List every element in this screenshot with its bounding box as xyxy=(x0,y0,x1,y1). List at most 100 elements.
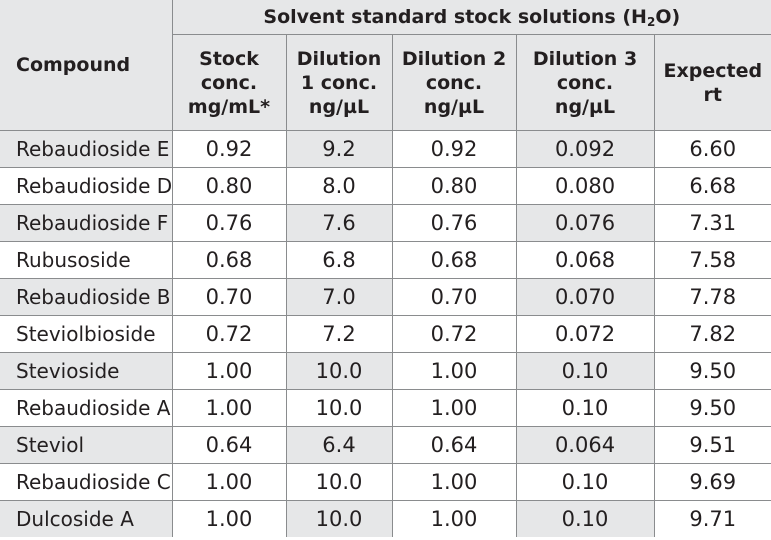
header-line: rt xyxy=(703,83,722,106)
dilution-3-cell: 0.068 xyxy=(515,241,655,279)
table-row: Rubusoside 0.68 6.8 0.68 0.068 7.58 xyxy=(0,241,771,279)
column-header-compound: Compound xyxy=(0,0,173,131)
expected-rt-cell: 9.50 xyxy=(653,352,771,390)
dilution-1-cell: 10.0 xyxy=(285,463,393,501)
stock-cell: 0.68 xyxy=(171,241,287,279)
table-row: Rebaudioside E 0.92 9.2 0.92 0.092 6.60 xyxy=(0,130,771,168)
dilution-1-cell: 6.8 xyxy=(285,241,393,279)
column-header-dilution-2: Dilution 2 conc. ng/µL xyxy=(391,34,517,131)
table-row: Rebaudioside C 1.00 10.0 1.00 0.10 9.69 xyxy=(0,463,771,501)
dilution-3-cell: 0.10 xyxy=(515,352,655,390)
compound-cell: Steviolbioside xyxy=(0,315,173,353)
table-row: Stevioside 1.00 10.0 1.00 0.10 9.50 xyxy=(0,352,771,390)
dilution-1-cell: 8.0 xyxy=(285,167,393,205)
stock-cell: 0.80 xyxy=(171,167,287,205)
group-title-subscript: 2 xyxy=(646,15,656,29)
header-line: Expected xyxy=(663,59,763,82)
expected-rt-cell: 9.69 xyxy=(653,463,771,501)
dilution-1-cell: 10.0 xyxy=(285,500,393,537)
dilution-1-cell: 7.2 xyxy=(285,315,393,353)
dilution-3-cell: 0.072 xyxy=(515,315,655,353)
stock-cell: 1.00 xyxy=(171,352,287,390)
dilution-2-cell: 1.00 xyxy=(391,352,517,390)
dilution-2-cell: 0.80 xyxy=(391,167,517,205)
header-line: Dilution 2 xyxy=(401,47,507,70)
stock-cell: 0.70 xyxy=(171,278,287,316)
dilution-2-cell: 0.68 xyxy=(391,241,517,279)
header-line: conc. xyxy=(556,71,614,94)
dilution-3-cell: 0.076 xyxy=(515,204,655,242)
table-row: Steviolbioside 0.72 7.2 0.72 0.072 7.82 xyxy=(0,315,771,353)
dilution-3-cell: 0.10 xyxy=(515,500,655,537)
dilution-1-cell: 9.2 xyxy=(285,130,393,168)
dilution-3-cell: 0.070 xyxy=(515,278,655,316)
dilution-1-cell: 10.0 xyxy=(285,389,393,427)
expected-rt-cell: 9.51 xyxy=(653,426,771,464)
compound-cell: Rebaudioside D xyxy=(0,167,173,205)
compound-cell: Rebaudioside E xyxy=(0,130,173,168)
header-line: ng/µL xyxy=(308,95,370,118)
expected-rt-cell: 7.31 xyxy=(653,204,771,242)
header-line: Stock xyxy=(199,47,259,70)
dilution-2-cell: 0.72 xyxy=(391,315,517,353)
expected-rt-cell: 9.50 xyxy=(653,389,771,427)
column-header-stock: Stock conc. mg/mL* xyxy=(172,34,287,131)
stock-cell: 0.64 xyxy=(171,426,287,464)
expected-rt-cell: 7.82 xyxy=(653,315,771,353)
compound-cell: Stevioside xyxy=(0,352,173,390)
header-line: Dilution xyxy=(296,47,382,70)
compound-cell: Rebaudioside A xyxy=(0,389,173,427)
compound-cell: Rebaudioside F xyxy=(0,204,173,242)
group-title-tail: O) xyxy=(655,6,681,28)
header-line: ng/µL xyxy=(554,95,616,118)
header-line: 1 conc. xyxy=(300,71,378,94)
expected-rt-cell: 6.68 xyxy=(653,167,771,205)
dilution-1-cell: 7.0 xyxy=(285,278,393,316)
header-line: Dilution 3 xyxy=(532,47,638,70)
header-line: conc. xyxy=(200,71,258,94)
dilution-1-cell: 10.0 xyxy=(285,352,393,390)
dilution-2-cell: 0.64 xyxy=(391,426,517,464)
stock-cell: 0.92 xyxy=(171,130,287,168)
table-row: Rebaudioside A 1.00 10.0 1.00 0.10 9.50 xyxy=(0,389,771,427)
table-row: Steviol 0.64 6.4 0.64 0.064 9.51 xyxy=(0,426,771,464)
dilution-3-cell: 0.10 xyxy=(515,389,655,427)
dilution-2-cell: 0.76 xyxy=(391,204,517,242)
dilution-1-cell: 6.4 xyxy=(285,426,393,464)
stock-cell: 0.76 xyxy=(171,204,287,242)
expected-rt-cell: 7.78 xyxy=(653,278,771,316)
table-row: Dulcoside A 1.00 10.0 1.00 0.10 9.71 xyxy=(0,500,771,537)
expected-rt-cell: 9.71 xyxy=(653,500,771,537)
column-header-dilution-1: Dilution 1 conc. ng/µL xyxy=(285,34,393,131)
dilution-2-cell: 0.70 xyxy=(391,278,517,316)
group-title-text: Solvent standard stock solutions (H xyxy=(263,6,647,28)
compound-cell: Steviol xyxy=(0,426,173,464)
compound-cell: Dulcoside A xyxy=(0,500,173,537)
dilution-2-cell: 1.00 xyxy=(391,389,517,427)
dilution-2-cell: 1.00 xyxy=(391,463,517,501)
table-row: Rebaudioside B 0.70 7.0 0.70 0.070 7.78 xyxy=(0,278,771,316)
group-title: Solvent standard stock solutions (H2O) xyxy=(171,0,771,35)
compound-cell: Rebaudioside B xyxy=(0,278,173,316)
dilution-1-cell: 7.6 xyxy=(285,204,393,242)
dilution-3-cell: 0.092 xyxy=(515,130,655,168)
dilution-3-cell: 0.10 xyxy=(515,463,655,501)
table-row: Rebaudioside D 0.80 8.0 0.80 0.080 6.68 xyxy=(0,167,771,205)
table-row: Rebaudioside F 0.76 7.6 0.76 0.076 7.31 xyxy=(0,204,771,242)
stock-cell: 1.00 xyxy=(171,389,287,427)
compound-cell: Rebaudioside C xyxy=(0,463,173,501)
header-line: mg/mL* xyxy=(187,95,271,118)
column-header-dilution-3: Dilution 3 conc. ng/µL xyxy=(515,34,655,131)
dilution-2-cell: 0.92 xyxy=(391,130,517,168)
stock-cell: 0.72 xyxy=(171,315,287,353)
compound-cell: Rubusoside xyxy=(0,241,173,279)
dilution-2-cell: 1.00 xyxy=(391,500,517,537)
column-header-expected-rt: Expected rt xyxy=(653,34,771,131)
dilution-3-cell: 0.080 xyxy=(515,167,655,205)
dilution-3-cell: 0.064 xyxy=(515,426,655,464)
stock-cell: 1.00 xyxy=(171,500,287,537)
header-line: conc. xyxy=(425,71,483,94)
stock-cell: 1.00 xyxy=(171,463,287,501)
expected-rt-cell: 6.60 xyxy=(653,130,771,168)
